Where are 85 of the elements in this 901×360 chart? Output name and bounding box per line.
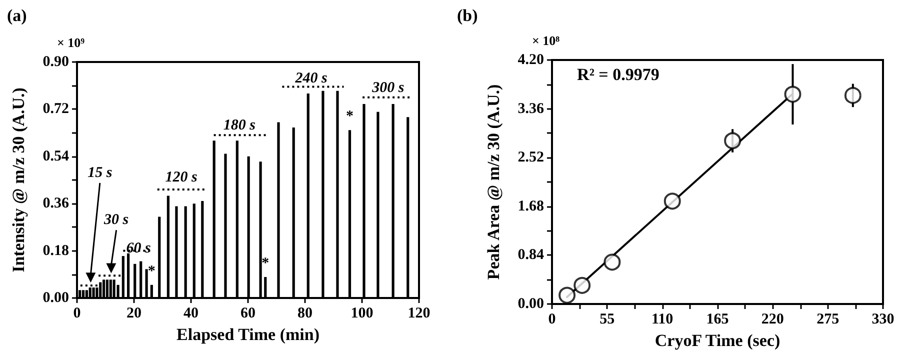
x-axis-title: Elapsed Time (min) [176,325,320,344]
bar [336,90,339,298]
annotation: R² = 0.9979 [577,65,660,84]
point [558,286,576,304]
chart-title: (b) [457,6,478,25]
annotation: 180 s [223,118,256,134]
x-tick-label: 0 [73,306,81,322]
y-tick-label: 4.20 [518,52,544,68]
y-tick-label: 2.52 [518,150,544,166]
x-tick-label: 275 [816,312,840,328]
bar [106,280,109,298]
bar [140,261,142,298]
bar [158,216,161,298]
bar [122,256,124,298]
y-tick-label: 0.00 [518,296,544,312]
point [574,276,591,294]
y-tick-label: 0.54 [42,148,70,164]
x-tick-label: 60 [240,306,256,322]
bar [102,280,106,298]
x-tick-label: 80 [298,306,312,322]
x-tick-label: 110 [651,312,674,328]
bar [184,206,187,298]
y-axis-title: Peak Area @ m/z 30 (A.U.) [484,84,503,280]
y-tick-label: 3.36 [518,100,544,117]
x-axis-title: CryoF Time (sec) [654,331,780,350]
bar [92,288,95,298]
bar [192,204,196,298]
point [844,86,862,104]
bar [376,112,380,298]
text: × 10⁹ [57,35,85,50]
bar [166,196,170,298]
y-tick-label: 0.84 [518,247,544,264]
text: × 10⁸ [532,33,560,48]
y-tick-label: 0.72 [42,101,69,118]
bar [88,288,92,298]
annotation: 15 s [88,164,112,181]
bar [212,140,216,298]
x-tick-label: 330 [872,312,894,328]
bar [112,280,116,298]
x-tick-label: 120 [408,306,430,322]
bar [82,290,85,298]
bar [109,280,112,298]
annotation: 120 s [165,170,198,186]
bar [306,93,310,298]
x-tick-label: 0 [548,312,556,328]
annotation: * [346,108,354,125]
bar [264,277,267,298]
bar [175,206,178,298]
point [664,192,681,210]
x-tick-label: 40 [184,306,198,322]
bar [392,104,394,298]
x-tick-label: 165 [706,312,729,328]
bar [406,117,410,298]
annotation: 30 s [103,212,129,228]
y-tick-label: 0.00 [42,290,69,306]
bar [201,200,204,298]
y-axis-title: Intensity @ m/z 30 (A.U.) [9,88,28,272]
x-tick-label: 220 [761,312,784,328]
bar [348,130,352,298]
bar [259,162,262,298]
bar [292,128,295,298]
bar [99,282,102,298]
annotation: 300 s [371,80,404,96]
point [604,254,621,271]
bar [150,284,153,298]
x-tick-label: 100 [350,306,374,322]
y-tick-label: 0.18 [42,242,69,259]
bar [224,154,227,298]
y-tick-label: 0.90 [42,54,69,70]
bar [322,90,324,298]
chart-title: (a) [7,6,27,25]
bar [127,253,130,298]
bar [277,122,280,298]
y-tick-label: 0.36 [42,196,70,212]
bar [236,140,238,298]
bar [145,269,148,298]
annotation: * [148,263,156,280]
bar [85,290,88,298]
point [724,132,742,150]
annotation: 240 s [294,70,328,87]
point [784,86,802,103]
x-tick-label: 55 [600,312,615,328]
annotation: * [262,256,270,272]
y-tick-label: 1.68 [518,198,544,214]
x-tick-label: 20 [126,306,142,322]
